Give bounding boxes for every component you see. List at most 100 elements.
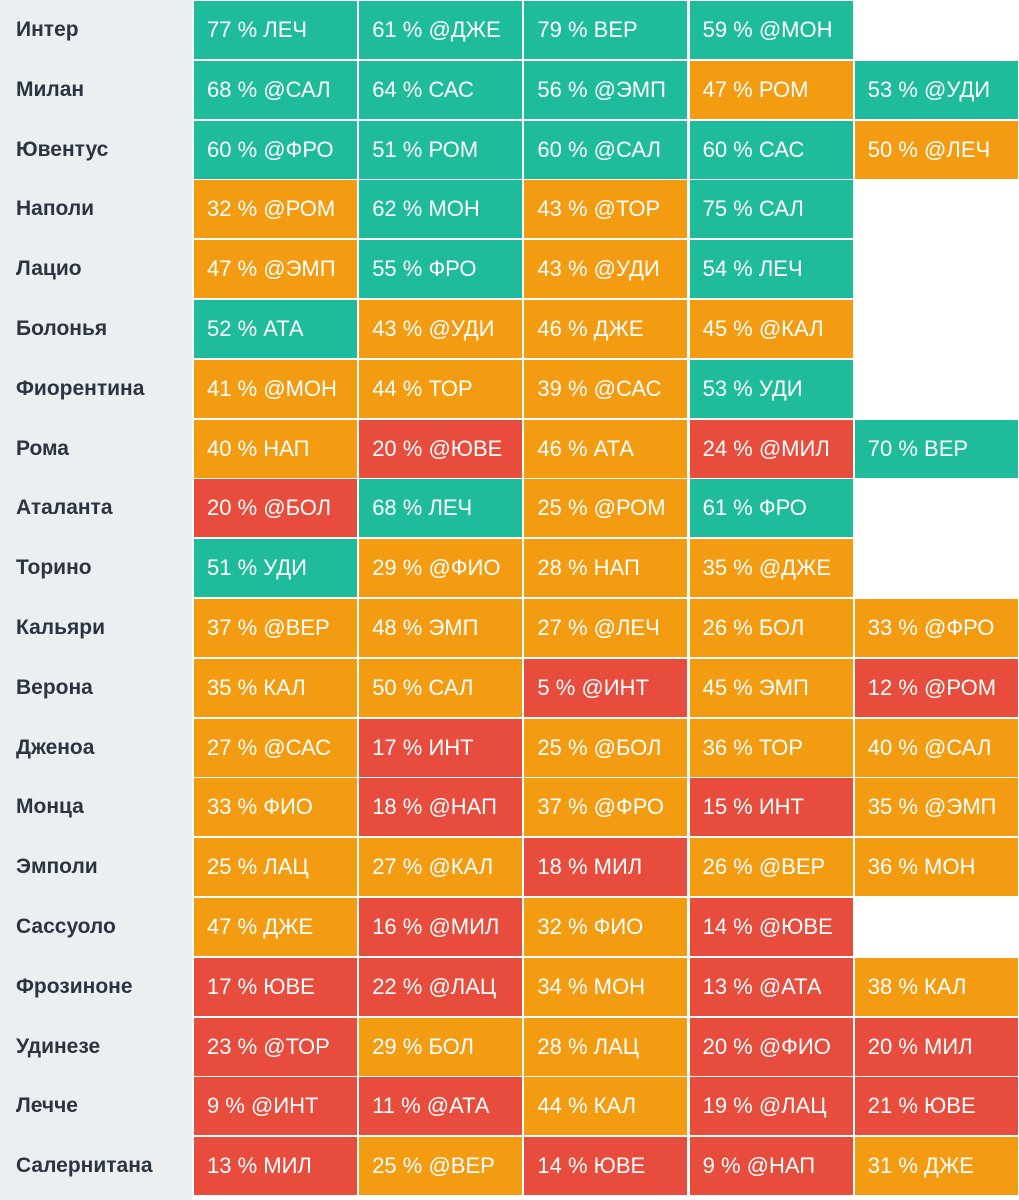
table-row: Фиорентина 41 % @МОН 44 % ТОР 39 % @САС 53 %… xyxy=(0,359,1019,418)
fixture-cell: 45 % ЭМП xyxy=(689,658,853,717)
fixture-cell: 20 % МИЛ xyxy=(854,1017,1018,1076)
fixture-cell: 68 % @САЛ xyxy=(194,60,357,119)
fixture-cell: 25 % @БОЛ xyxy=(524,718,688,777)
fixture-cell: 53 % @УДИ xyxy=(854,60,1018,119)
fixture-cell: 62 % МОН xyxy=(359,180,523,239)
fixture-cell: 20 % @ЮВЕ xyxy=(359,419,523,478)
fixture-cell: 23 % @ТОР xyxy=(194,1017,357,1076)
fixture-cell: 61 % @ДЖЕ xyxy=(359,1,523,59)
fixture-cell: 46 % ДЖЕ xyxy=(524,300,688,358)
table-row: Эмполи 25 % ЛАЦ 27 % @КАЛ 18 % МИЛ 26 % @ВЕР… xyxy=(0,838,1019,897)
table-row: Дженоа 27 % @САС 17 % ИНТ 25 % @БОЛ 36 % ТОР… xyxy=(0,718,1019,777)
fixture-cell: 14 % @ЮВЕ xyxy=(689,898,853,956)
fixture-cell: 31 % ДЖЕ xyxy=(854,1137,1018,1196)
fixture-cell: 33 % @ФРО xyxy=(854,599,1018,657)
fixture-cell: 43 % @УДИ xyxy=(359,300,523,358)
table-row: Наполи 32 % @РОМ 62 % МОН 43 % @ТОР 75 % САЛ xyxy=(0,180,1019,239)
fixture-cell: 18 % МИЛ xyxy=(524,838,688,897)
team-names-column xyxy=(0,0,192,1200)
fixture-cell: 19 % @ЛАЦ xyxy=(689,1077,853,1136)
fixture-cell: 13 % МИЛ xyxy=(194,1137,357,1196)
fixture-cell: 14 % ЮВЕ xyxy=(524,1137,688,1196)
fixture-cell: 35 % @ДЖЕ xyxy=(689,539,853,598)
fixture-cell: 20 % @БОЛ xyxy=(194,479,357,538)
team-name: Лацио xyxy=(16,257,82,281)
table-row: Интер 77 % ЛЕЧ 61 % @ДЖЕ 79 % ВЕР 59 % @МОН xyxy=(0,1,1019,59)
table-row: Удинезе 23 % @ТОР 29 % БОЛ 28 % ЛАЦ 20 % @ФИ… xyxy=(0,1017,1019,1076)
table-row: Рома 40 % НАП 20 % @ЮВЕ 46 % АТА 24 % @МИЛ 70… xyxy=(0,419,1019,478)
fixture-cell: 26 % @ВЕР xyxy=(689,838,853,897)
table-row: Ювентус 60 % @ФРО 51 % РОМ 60 % @САЛ 60 % СА… xyxy=(0,120,1019,179)
fixture-cell: 28 % НАП xyxy=(524,539,688,598)
fixture-cell: 50 % САЛ xyxy=(359,658,523,717)
fixture-cell: 39 % @САС xyxy=(524,359,688,418)
fixture-cell: 51 % РОМ xyxy=(359,120,523,179)
fixture-cell: 61 % ФРО xyxy=(689,479,853,538)
fixture-cell: 43 % @УДИ xyxy=(524,240,688,299)
table-row: Аталанта 20 % @БОЛ 68 % ЛЕЧ 25 % @РОМ 61 % Ф… xyxy=(0,479,1019,538)
fixture-cell: 18 % @НАП xyxy=(359,778,523,837)
team-name: Монца xyxy=(16,795,84,819)
team-name: Милан xyxy=(16,77,85,101)
fixture-cell: 9 % @НАП xyxy=(689,1137,853,1196)
fixture-cell: 37 % @ФРО xyxy=(524,778,688,837)
fixture-cell: 48 % ЭМП xyxy=(359,599,523,657)
fixture-cell: 40 % НАП xyxy=(194,419,357,478)
team-name: Кальяри xyxy=(16,616,105,639)
fixture-cell: 20 % @ФИО xyxy=(689,1017,853,1076)
team-name: Наполи xyxy=(16,197,95,221)
fixture-cell: 29 % БОЛ xyxy=(359,1017,523,1076)
team-name: Эмполи xyxy=(16,855,98,879)
fixture-cell: 11 % @АТА xyxy=(359,1077,523,1136)
team-name: Лечче xyxy=(16,1094,78,1118)
fixture-cell: 64 % САС xyxy=(359,60,523,119)
fixture-cell: 77 % ЛЕЧ xyxy=(194,1,357,59)
fixture-cell: 54 % ЛЕЧ xyxy=(689,240,853,299)
fixture-cell: 44 % ТОР xyxy=(359,359,523,418)
fixture-cell: 36 % ТОР xyxy=(689,718,853,777)
fixture-cell: 27 % @КАЛ xyxy=(359,838,523,897)
fixture-cell: 75 % САЛ xyxy=(689,180,853,239)
team-name: Дженоа xyxy=(16,735,95,759)
fixture-cell: 56 % @ЭМП xyxy=(524,60,688,119)
fixture-cell: 26 % БОЛ xyxy=(689,599,853,657)
fixture-cell: 59 % @МОН xyxy=(689,1,853,59)
fixture-cell: 47 % РОМ xyxy=(689,60,853,119)
fixture-cell: 27 % @САС xyxy=(194,718,357,777)
table-row: Милан 68 % @САЛ 64 % САС 56 % @ЭМП 47 % РОМ 5… xyxy=(0,60,1019,119)
table-row: Сассуоло 47 % ДЖЕ 16 % @МИЛ 32 % ФИО 14 % @Ю… xyxy=(0,898,1019,956)
fixture-cell: 70 % ВЕР xyxy=(854,419,1018,478)
fixture-cell: 40 % @САЛ xyxy=(854,718,1018,777)
fixture-cell: 60 % @САЛ xyxy=(524,120,688,179)
fixture-cell: 24 % @МИЛ xyxy=(689,419,853,478)
fixture-cell: 34 % МОН xyxy=(524,957,688,1016)
table-row: Салернитана 13 % МИЛ 25 % @ВЕР 14 % ЮВЕ 9 % … xyxy=(0,1137,1019,1196)
fixture-cell: 37 % @ВЕР xyxy=(194,599,357,657)
team-name: Рома xyxy=(16,436,69,460)
fixture-cell: 50 % @ЛЕЧ xyxy=(854,120,1018,179)
fixture-cell: 60 % @ФРО xyxy=(194,120,357,179)
table-row: Кальяри 37 % @ВЕР 48 % ЭМП 27 % @ЛЕЧ 26 % БО… xyxy=(0,599,1019,657)
fixture-cell: 35 % @ЭМП xyxy=(854,778,1018,837)
fixture-cell: 17 % ИНТ xyxy=(359,718,523,777)
fixture-cell: 68 % ЛЕЧ xyxy=(359,479,523,538)
team-name: Фиорентина xyxy=(16,376,145,400)
fixture-cell: 15 % ИНТ xyxy=(689,778,853,837)
team-name: Салернитана xyxy=(16,1154,153,1178)
fixture-cell: 44 % КАЛ xyxy=(524,1077,688,1136)
team-name: Ювентус xyxy=(16,137,109,161)
fixture-cell: 28 % ЛАЦ xyxy=(524,1017,688,1076)
fixture-cell: 46 % АТА xyxy=(524,419,688,478)
fixture-cell: 32 % ФИО xyxy=(524,898,688,956)
table-row: Торино 51 % УДИ 29 % @ФИО 28 % НАП 35 % @ДЖЕ xyxy=(0,539,1019,598)
table-row: Лацио 47 % @ЭМП 55 % ФРО 43 % @УДИ 54 % ЛЕЧ xyxy=(0,240,1019,299)
team-name: Сассуоло xyxy=(16,915,116,938)
fixture-cell: 33 % ФИО xyxy=(194,778,357,837)
fixture-cell: 35 % КАЛ xyxy=(194,658,357,717)
table-row: Фрозиноне 17 % ЮВЕ 22 % @ЛАЦ 34 % МОН 13 % @… xyxy=(0,957,1019,1016)
table-row: Верона 35 % КАЛ 50 % САЛ 5 % @ИНТ 45 % ЭМП 12… xyxy=(0,658,1019,717)
fixture-cell: 36 % МОН xyxy=(854,838,1018,897)
team-name: Болонья xyxy=(16,317,108,340)
fixture-cell: 41 % @МОН xyxy=(194,359,357,418)
